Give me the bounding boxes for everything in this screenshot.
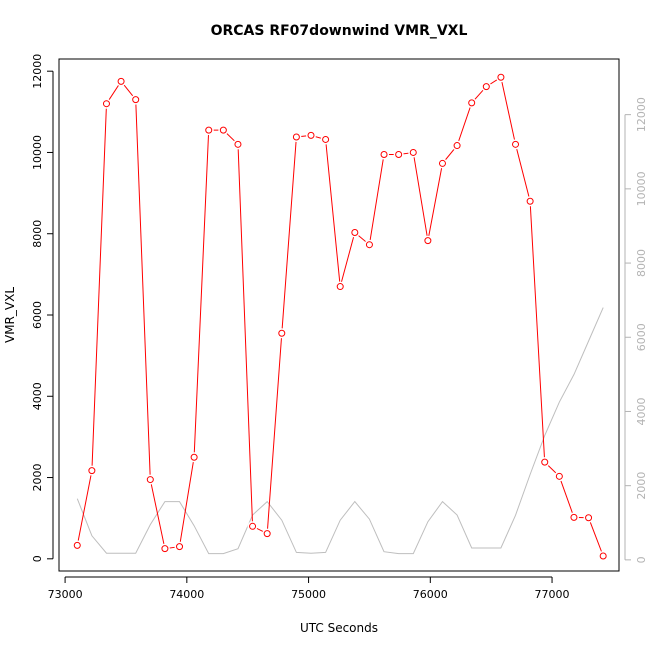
x-axis: 73000 74000 75000 76000 77000 [48,576,570,601]
data-point [351,229,359,237]
data-point [526,197,534,205]
data-point [453,142,461,150]
data-point [380,150,388,158]
data-point [219,126,227,134]
data-point [599,552,607,560]
data-point [161,545,169,553]
y-tick-label: 4000 [31,382,44,410]
data-point [132,96,140,104]
data-point [292,133,300,141]
data-point [365,241,373,249]
data-point [307,131,315,139]
x-axis-label: UTC Seconds [300,621,378,635]
y-axis: 0 2000 4000 6000 8000 10000 12000 [31,54,54,562]
data-point [322,135,330,143]
y-tick-label: 0 [31,555,44,562]
data-point [570,513,578,521]
data-point [249,522,257,530]
data-point [424,237,432,245]
x-tick-label: 75000 [291,588,326,601]
data-point [585,514,593,522]
data-point [395,150,403,158]
data-point [234,140,242,148]
data-point [409,148,417,156]
y-right-tick-label: 4000 [635,397,648,425]
x-tick-label: 77000 [535,588,570,601]
series-layer [72,72,609,561]
data-point [468,99,476,107]
data-point [88,467,96,475]
chart-title: ORCAS RF07downwind VMR_VXL [211,23,468,39]
data-point [512,140,520,148]
data-point [205,126,213,134]
y-axis-label: VMR_VXL [3,287,17,343]
x-tick-label: 74000 [169,588,204,601]
y-tick-label: 6000 [31,301,44,329]
data-point [278,329,286,337]
x-tick-label: 76000 [413,588,448,601]
y-right-tick-label: 8000 [635,249,648,277]
y-right-tick-label: 12000 [635,97,648,132]
y-right-tick-label: 10000 [635,171,648,206]
y-axis-right: 0 2000 4000 6000 8000 10000 12000 [624,97,648,563]
data-point [497,73,505,81]
data-point [482,83,490,91]
series-line-right [76,307,604,555]
data-point [146,476,154,484]
series-line-left [76,76,604,557]
data-point [263,530,271,538]
data-point [117,77,125,85]
data-point [176,543,184,551]
data-point [336,283,344,291]
plot-frame [58,58,620,572]
y-tick-label: 8000 [31,220,44,248]
data-point [438,159,446,167]
y-tick-label: 10000 [31,135,44,170]
y-tick-label: 2000 [31,464,44,492]
data-point [190,453,198,461]
data-point [555,472,563,480]
y-right-tick-label: 2000 [635,472,648,500]
data-point [73,541,81,549]
data-point [541,458,549,466]
x-tick-label: 73000 [48,588,83,601]
y-right-tick-label: 6000 [635,323,648,351]
y-right-tick-label: 0 [635,556,648,563]
y-tick-label: 12000 [31,54,44,89]
data-point [102,100,110,108]
